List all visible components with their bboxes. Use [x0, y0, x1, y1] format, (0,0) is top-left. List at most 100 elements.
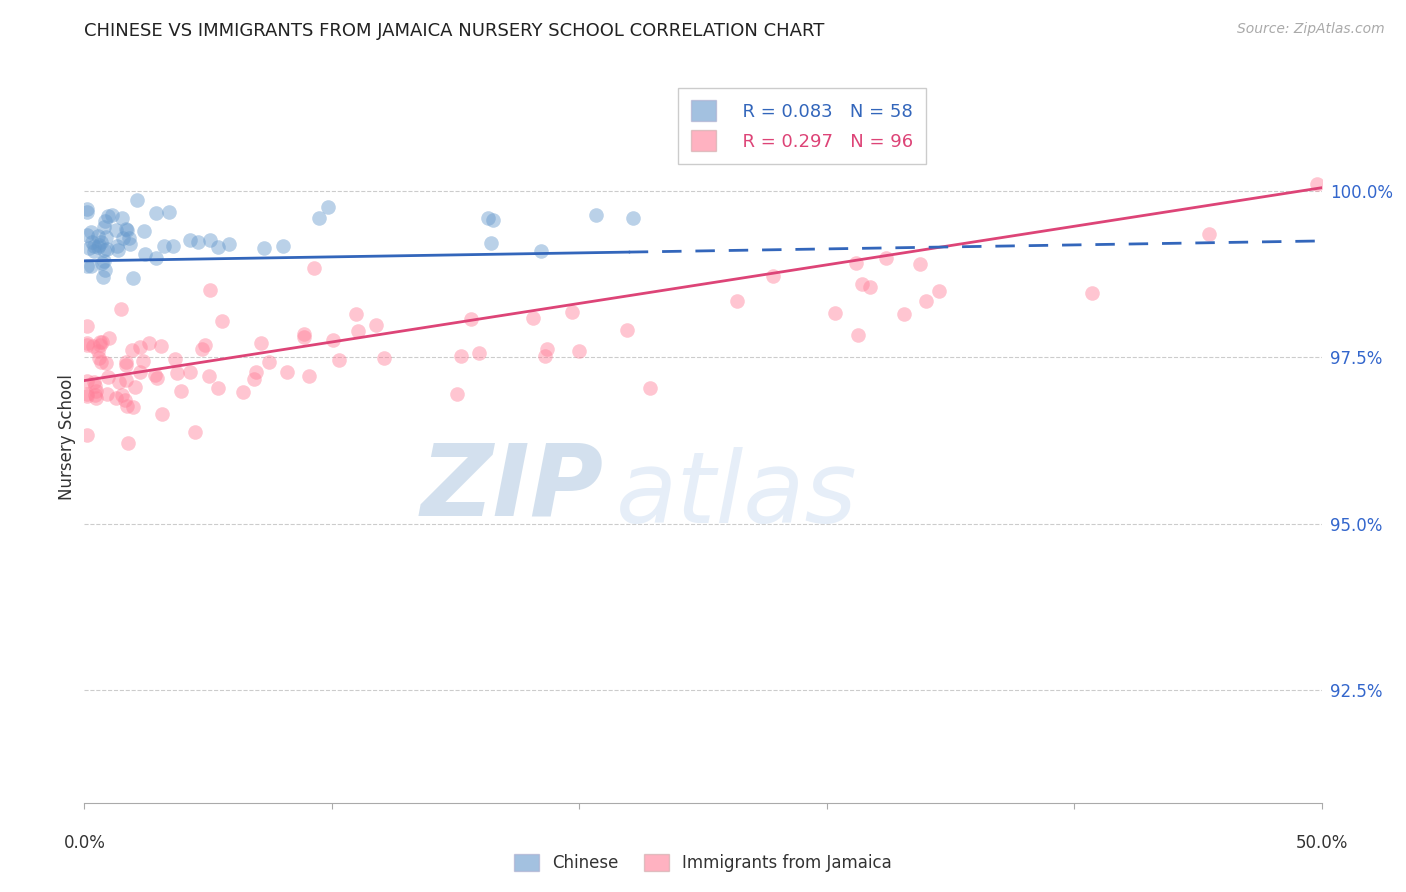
- Point: [76, 202, 98, 216]
- Point: [536, 343, 558, 357]
- Point: [366, 318, 388, 332]
- Point: [87, 238, 110, 252]
- Point: [292, 326, 315, 341]
- Point: [105, 239, 128, 253]
- Point: [104, 392, 127, 406]
- Point: [83, 379, 105, 393]
- Point: [170, 384, 193, 399]
- Point: [127, 193, 149, 207]
- Point: [373, 351, 395, 365]
- Point: [859, 280, 882, 294]
- Point: [108, 375, 131, 389]
- Point: [198, 233, 221, 247]
- Point: [121, 401, 143, 415]
- Point: [134, 247, 156, 261]
- Point: [132, 224, 155, 238]
- Point: [83, 244, 105, 258]
- Point: [105, 223, 128, 237]
- Point: [76, 387, 98, 401]
- Point: [76, 319, 98, 334]
- Point: [83, 375, 105, 389]
- Point: [87, 240, 110, 254]
- Point: [93, 219, 115, 234]
- Point: [450, 349, 472, 363]
- Point: [276, 365, 298, 379]
- Point: [90, 355, 112, 369]
- Point: [120, 236, 142, 251]
- Point: [915, 293, 938, 308]
- Text: CHINESE VS IMMIGRANTS FROM JAMAICA NURSERY SCHOOL CORRELATION CHART: CHINESE VS IMMIGRANTS FROM JAMAICA NURSE…: [84, 22, 825, 40]
- Point: [115, 399, 138, 413]
- Point: [129, 365, 152, 379]
- Point: [179, 365, 201, 379]
- Point: [97, 331, 120, 345]
- Point: [97, 210, 120, 224]
- Point: [194, 338, 217, 352]
- Point: [114, 393, 136, 408]
- Point: [96, 230, 118, 244]
- Point: [93, 243, 115, 257]
- Point: [308, 211, 330, 225]
- Text: 0.0%: 0.0%: [63, 834, 105, 852]
- Point: [725, 294, 748, 309]
- Point: [162, 238, 184, 252]
- Point: [77, 241, 100, 255]
- Text: atlas: atlas: [616, 447, 858, 544]
- Point: [76, 389, 98, 403]
- Point: [522, 311, 544, 326]
- Point: [82, 235, 104, 249]
- Point: [184, 425, 207, 440]
- Point: [118, 231, 141, 245]
- Point: [207, 381, 229, 395]
- Point: [1305, 178, 1327, 192]
- Point: [824, 306, 846, 320]
- Point: [561, 304, 583, 318]
- Point: [94, 214, 117, 228]
- Point: [83, 238, 105, 252]
- Point: [89, 334, 111, 349]
- Text: 50.0%: 50.0%: [1295, 834, 1348, 852]
- Point: [187, 235, 209, 249]
- Point: [232, 385, 254, 400]
- Point: [346, 325, 368, 339]
- Point: [638, 381, 661, 395]
- Point: [124, 380, 146, 394]
- Point: [84, 384, 107, 398]
- Text: ZIP: ZIP: [420, 440, 605, 537]
- Point: [111, 388, 134, 402]
- Point: [482, 212, 505, 227]
- Point: [121, 270, 143, 285]
- Point: [157, 205, 180, 219]
- Point: [567, 343, 589, 358]
- Point: [198, 368, 221, 383]
- Point: [97, 370, 120, 384]
- Point: [242, 372, 264, 386]
- Point: [100, 208, 122, 222]
- Point: [128, 340, 150, 354]
- Point: [82, 339, 104, 353]
- Point: [846, 327, 869, 342]
- Point: [191, 342, 214, 356]
- Point: [316, 200, 339, 214]
- Point: [76, 335, 98, 350]
- Point: [114, 221, 136, 235]
- Point: [89, 338, 111, 352]
- Point: [121, 343, 143, 358]
- Point: [91, 256, 114, 270]
- Point: [76, 428, 98, 442]
- Point: [131, 353, 153, 368]
- Point: [111, 231, 134, 245]
- Text: Source: ZipAtlas.com: Source: ZipAtlas.com: [1237, 22, 1385, 37]
- Point: [875, 251, 897, 265]
- Point: [530, 244, 553, 259]
- Point: [143, 368, 166, 382]
- Point: [90, 334, 112, 349]
- Point: [259, 355, 281, 369]
- Point: [211, 313, 233, 327]
- Point: [80, 259, 103, 273]
- Point: [84, 388, 107, 402]
- Point: [298, 369, 321, 384]
- Point: [344, 307, 367, 321]
- Point: [117, 223, 139, 237]
- Point: [198, 283, 221, 297]
